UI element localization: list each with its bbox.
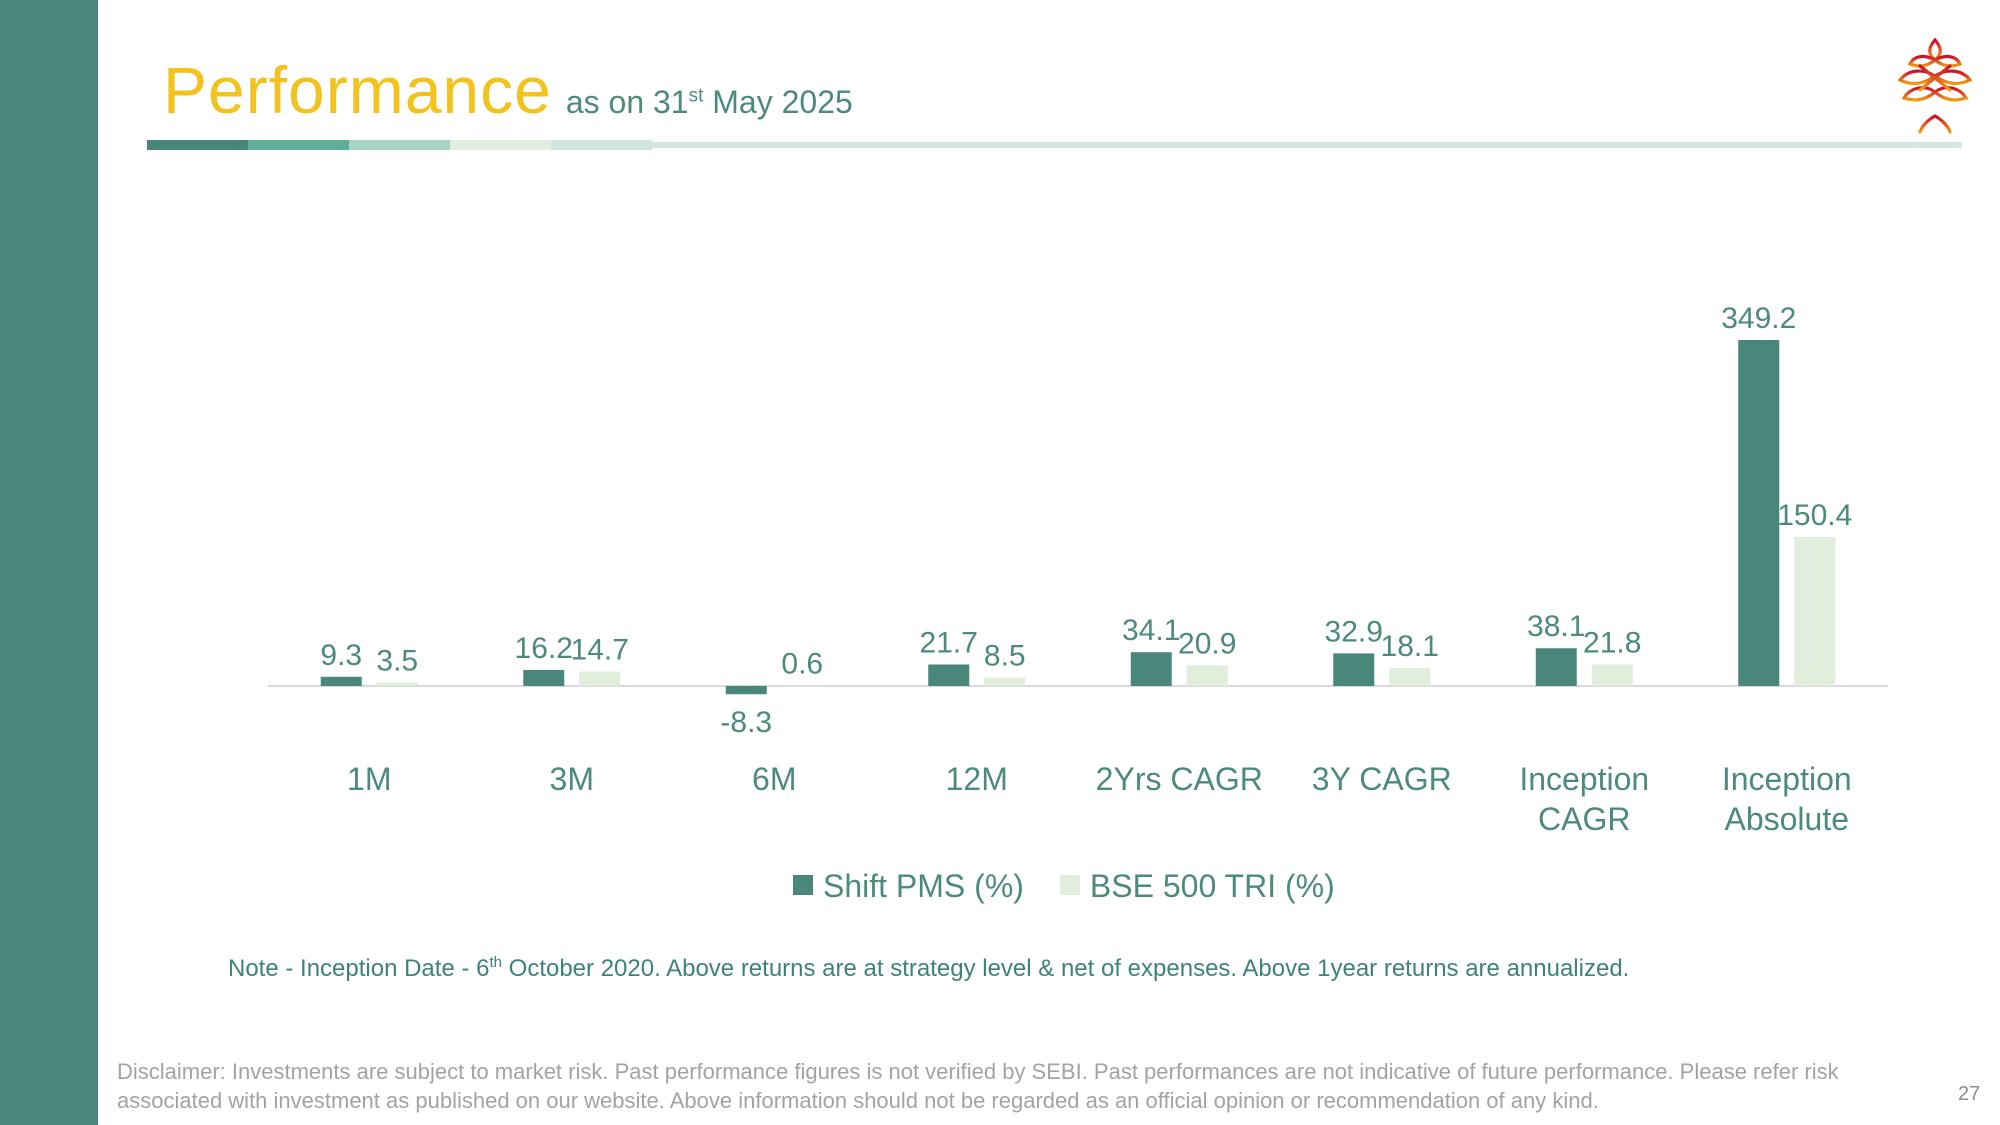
data-label: 21.8 — [1583, 626, 1641, 659]
bar-bse-500 — [376, 682, 418, 686]
bar-bse-500 — [1591, 664, 1633, 686]
x-tick-label: 3M — [550, 761, 594, 797]
data-label: 34.1 — [1122, 614, 1180, 647]
disclaimer-text: Disclaimer: Investments are subject to m… — [117, 1059, 1839, 1113]
x-tick-label: 1M — [347, 761, 391, 797]
bar-shift-pms — [523, 669, 565, 686]
data-label: 38.1 — [1527, 610, 1585, 643]
bar-bse-500 — [1389, 668, 1431, 686]
inception-note: Note - Inception Date - 6th October 2020… — [228, 954, 1630, 982]
legend-swatch-shift-pms — [793, 875, 813, 895]
data-label: 8.5 — [984, 640, 1026, 673]
data-label: -8.3 — [720, 706, 772, 739]
divider-segment — [450, 140, 551, 150]
data-label: 349.2 — [1721, 302, 1796, 335]
bar-bse-500 — [579, 671, 621, 686]
data-label: 18.1 — [1381, 630, 1439, 663]
x-tick-label: CAGR — [1538, 801, 1630, 837]
data-label: 9.3 — [320, 639, 362, 672]
data-label: 16.2 — [515, 632, 573, 665]
legend-swatch-bse-500 — [1059, 875, 1080, 895]
data-label: 150.4 — [1777, 499, 1852, 532]
x-tick-label: Absolute — [1724, 801, 1849, 837]
data-label: 21.7 — [920, 626, 978, 659]
bar-bse-500 — [781, 685, 823, 687]
bar-shift-pms — [928, 664, 970, 686]
data-label: 20.9 — [1178, 627, 1236, 660]
x-tick-label: Inception — [1519, 761, 1649, 797]
page-title: Performance — [163, 53, 552, 127]
data-label: 3.5 — [376, 645, 418, 678]
x-tick-label: Inception — [1722, 761, 1852, 797]
x-tick-label: 12M — [946, 761, 1008, 797]
divider-segment — [248, 140, 349, 150]
bar-shift-pms — [725, 686, 767, 695]
x-tick-label: 2Yrs CAGR — [1096, 761, 1263, 797]
left-accent-bar — [0, 0, 98, 1125]
legend-label: Shift PMS (%) — [823, 868, 1024, 904]
divider-line — [652, 142, 1962, 148]
bar-bse-500 — [1794, 536, 1836, 686]
bar-shift-pms — [320, 676, 362, 686]
divider-segment — [349, 140, 450, 150]
divider-segment — [147, 140, 248, 150]
bar-shift-pms — [1535, 648, 1577, 686]
page-subtitle: as on 31st May 2025 — [565, 84, 853, 120]
bar-shift-pms — [1130, 652, 1172, 686]
page-title-row: Performance as on 31st May 2025 — [163, 52, 853, 128]
title-divider — [147, 140, 1962, 150]
bar-shift-pms — [1738, 340, 1780, 686]
data-label: 32.9 — [1325, 615, 1383, 648]
legend-label: BSE 500 TRI (%) — [1090, 868, 1335, 904]
data-label: 14.7 — [571, 633, 629, 666]
bar-bse-500 — [1186, 665, 1228, 686]
bar-bse-500 — [984, 677, 1026, 686]
data-label: 0.6 — [781, 647, 823, 680]
tree-logo-icon — [1897, 37, 1973, 134]
x-tick-label: 3Y CAGR — [1312, 761, 1452, 797]
page-number: 27 — [1958, 1083, 1981, 1105]
divider-segment — [551, 140, 652, 150]
x-tick-label: 6M — [752, 761, 796, 797]
bar-shift-pms — [1333, 653, 1375, 686]
